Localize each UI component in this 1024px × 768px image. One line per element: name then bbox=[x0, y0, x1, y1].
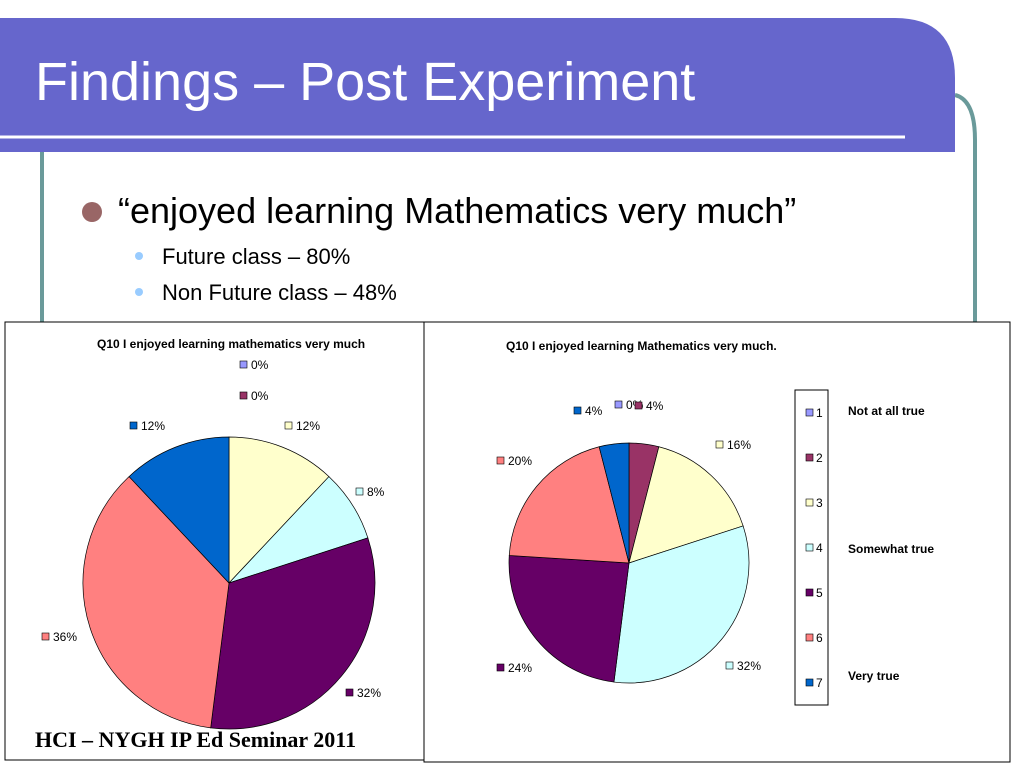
data-label: 0% bbox=[251, 389, 269, 403]
legend-key bbox=[805, 588, 814, 597]
data-label: 32% bbox=[737, 659, 761, 673]
footer: HCI – NYGH IP Ed Seminar 2011 bbox=[35, 727, 356, 752]
sub-bullet: Non Future class – 48% bbox=[162, 280, 397, 305]
chart-title: Q10 I enjoyed learning mathematics very … bbox=[97, 337, 365, 351]
annotation: Not at all true bbox=[848, 404, 925, 418]
legend-key bbox=[805, 498, 814, 507]
data-label: 20% bbox=[508, 454, 532, 468]
data-label: 12% bbox=[141, 419, 165, 433]
data-label: 8% bbox=[367, 485, 385, 499]
title-banner bbox=[0, 18, 955, 152]
legend-key bbox=[805, 678, 814, 687]
annotation: Somewhat true bbox=[848, 542, 934, 556]
legend-label: 4 bbox=[816, 541, 823, 555]
data-label: 32% bbox=[357, 686, 381, 700]
legend-label: 1 bbox=[816, 406, 823, 420]
pie-slice bbox=[598, 442, 630, 564]
label-key bbox=[725, 661, 734, 670]
data-label: 4% bbox=[646, 399, 664, 413]
pie-slice bbox=[508, 555, 630, 683]
data-label: 36% bbox=[53, 630, 77, 644]
legend-label: 3 bbox=[816, 496, 823, 510]
legend-label: 5 bbox=[816, 586, 823, 600]
label-key bbox=[129, 421, 138, 430]
label-key bbox=[239, 360, 248, 369]
slide-title: Findings – Post Experiment bbox=[35, 52, 695, 112]
pie-slice bbox=[228, 436, 330, 584]
legend-key bbox=[805, 453, 814, 462]
label-key bbox=[239, 391, 248, 400]
label-key bbox=[715, 440, 724, 449]
legend-label: 2 bbox=[816, 451, 823, 465]
bullet-dot bbox=[135, 288, 143, 296]
chart: Q10 I enjoyed learning Mathematics very … bbox=[423, 321, 1011, 763]
label-key bbox=[41, 632, 50, 641]
legend-label: 7 bbox=[816, 676, 823, 690]
annotation: Very true bbox=[848, 669, 900, 683]
label-key bbox=[614, 400, 623, 409]
label-key bbox=[634, 401, 643, 410]
label-key bbox=[573, 406, 582, 415]
pie-slice bbox=[82, 476, 230, 729]
data-label: 0% bbox=[251, 358, 269, 372]
chart-title: Q10 I enjoyed learning Mathematics very … bbox=[506, 339, 777, 353]
data-label: 16% bbox=[727, 438, 751, 452]
pie-slice bbox=[210, 537, 376, 730]
label-key bbox=[345, 688, 354, 697]
legend-label: 6 bbox=[816, 631, 823, 645]
border-line bbox=[954, 93, 977, 330]
label-key bbox=[284, 421, 293, 430]
pie-slice bbox=[628, 446, 744, 564]
bullet-dot bbox=[82, 202, 102, 222]
bullet-dot bbox=[135, 252, 143, 260]
bullet: “enjoyed learning Mathematics very much” bbox=[118, 190, 796, 231]
legend-key bbox=[805, 408, 814, 417]
label-key bbox=[496, 663, 505, 672]
data-label: 4% bbox=[585, 404, 603, 418]
pie-slice bbox=[128, 436, 230, 584]
pie-slice bbox=[613, 525, 750, 684]
legend-key bbox=[805, 633, 814, 642]
pie-slice bbox=[508, 446, 630, 564]
chart: Q10 I enjoyed learning mathematics very … bbox=[4, 321, 426, 761]
data-label: 12% bbox=[296, 419, 320, 433]
label-key bbox=[496, 456, 505, 465]
sub-bullet: Future class – 80% bbox=[162, 244, 350, 269]
data-label: 24% bbox=[508, 661, 532, 675]
legend-key bbox=[805, 543, 814, 552]
label-key bbox=[355, 487, 364, 496]
